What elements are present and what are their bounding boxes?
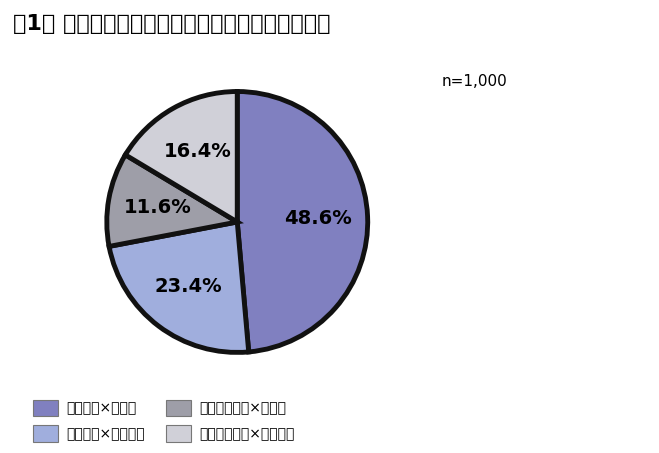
Wedge shape xyxy=(109,222,248,352)
Text: 11.6%: 11.6% xyxy=(124,198,192,217)
Text: 図1． かぜをひいたら休みたいか、休める環境か？: 図1． かぜをひいたら休みたいか、休める環境か？ xyxy=(13,14,331,34)
Text: 48.6%: 48.6% xyxy=(284,209,352,228)
Text: 16.4%: 16.4% xyxy=(163,142,231,161)
Wedge shape xyxy=(107,155,237,246)
Wedge shape xyxy=(125,92,237,222)
Legend: 休みたい×休める, 休みたい×休めない, 休みたくない×休める, 休みたくない×休めない: 休みたい×休める, 休みたい×休めない, 休みたくない×休める, 休みたくない×… xyxy=(34,400,295,442)
Text: n=1,000: n=1,000 xyxy=(442,74,507,89)
Text: 23.4%: 23.4% xyxy=(155,277,222,296)
Wedge shape xyxy=(237,92,368,352)
